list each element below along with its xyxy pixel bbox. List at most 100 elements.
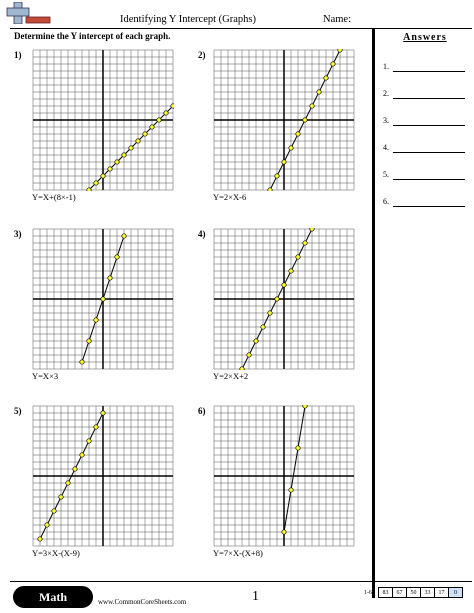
answer-column-divider bbox=[372, 28, 375, 598]
score-range-label: 1-6 bbox=[364, 590, 372, 596]
coordinate-graph-4 bbox=[213, 228, 355, 370]
plot-point bbox=[100, 173, 106, 179]
plot-point bbox=[323, 75, 329, 81]
plot-point bbox=[274, 173, 280, 179]
equation-label: Y=3×X-(X-9) bbox=[32, 548, 80, 558]
plot-point bbox=[79, 452, 85, 458]
answer-number: 5. bbox=[383, 170, 389, 179]
equation-label: Y=2×X-6 bbox=[213, 192, 247, 202]
answer-line[interactable] bbox=[393, 98, 465, 99]
plot-point bbox=[274, 296, 280, 302]
score-cell: 50 bbox=[406, 587, 421, 598]
answer-number: 2. bbox=[383, 89, 389, 98]
plot-point bbox=[267, 310, 273, 316]
plot-point bbox=[316, 89, 322, 95]
footer-divider bbox=[10, 581, 472, 582]
plot-point bbox=[295, 445, 301, 451]
header-divider bbox=[10, 28, 472, 29]
answer-row-6[interactable]: 6. bbox=[380, 197, 470, 211]
answer-number: 6. bbox=[383, 197, 389, 206]
problem-number: 4) bbox=[198, 229, 206, 239]
plot-point bbox=[135, 138, 141, 144]
answer-line[interactable] bbox=[393, 152, 465, 153]
plus-minus-logo-icon bbox=[6, 2, 51, 24]
coordinate-graph-5 bbox=[32, 405, 174, 547]
page-number: 1 bbox=[252, 589, 259, 604]
plot-point bbox=[142, 131, 148, 137]
math-badge: Math bbox=[13, 586, 93, 608]
plot-point bbox=[295, 254, 301, 260]
plot-point bbox=[302, 240, 308, 246]
plot-point bbox=[100, 296, 106, 302]
coordinate-graph-6 bbox=[213, 405, 355, 547]
score-cell: 67 bbox=[392, 587, 407, 598]
plot-point bbox=[114, 159, 120, 165]
plot-point bbox=[93, 424, 99, 430]
plotted-line bbox=[283, 405, 306, 533]
plot-point bbox=[288, 268, 294, 274]
answer-number: 1. bbox=[383, 62, 389, 71]
coordinate-graph-3 bbox=[32, 228, 174, 370]
plot-point bbox=[37, 536, 43, 542]
plot-point bbox=[170, 103, 174, 109]
plot-point bbox=[86, 187, 92, 191]
coordinate-graph-1 bbox=[32, 49, 174, 191]
problem-number: 3) bbox=[14, 229, 22, 239]
plot-point bbox=[72, 466, 78, 472]
instructions: Determine the Y intercept of each graph. bbox=[14, 31, 171, 41]
problem-number: 5) bbox=[14, 406, 22, 416]
answer-line[interactable] bbox=[393, 71, 465, 72]
plot-point bbox=[281, 159, 287, 165]
plot-point bbox=[156, 117, 162, 123]
plot-point bbox=[309, 103, 315, 109]
answer-line[interactable] bbox=[393, 125, 465, 126]
plot-point bbox=[51, 508, 57, 514]
problem-number: 6) bbox=[198, 406, 206, 416]
plot-point bbox=[107, 166, 113, 172]
site-url: www.CommonCoreSheets.com bbox=[98, 598, 187, 606]
answer-row-1[interactable]: 1. bbox=[380, 62, 470, 76]
plot-point bbox=[281, 282, 287, 288]
answer-row-5[interactable]: 5. bbox=[380, 170, 470, 184]
answer-row-3[interactable]: 3. bbox=[380, 116, 470, 130]
equation-label: Y=X+(8×-1) bbox=[32, 192, 76, 202]
plot-point bbox=[267, 187, 273, 191]
page-title: Identifying Y Intercept (Graphs) bbox=[120, 14, 256, 25]
plot-point bbox=[295, 131, 301, 137]
plot-point bbox=[302, 405, 308, 409]
plot-point bbox=[330, 61, 336, 67]
plot-point bbox=[107, 275, 113, 281]
answer-row-2[interactable]: 2. bbox=[380, 89, 470, 103]
plot-point bbox=[65, 480, 71, 486]
plot-point bbox=[239, 366, 245, 370]
plot-point bbox=[281, 529, 287, 535]
plot-point bbox=[93, 180, 99, 186]
plot-point bbox=[44, 522, 50, 528]
plot-point bbox=[128, 145, 134, 151]
answer-line[interactable] bbox=[393, 206, 465, 207]
plot-point bbox=[100, 410, 106, 416]
name-label: Name: bbox=[323, 14, 351, 25]
plot-point bbox=[337, 49, 343, 53]
coordinate-graph-2 bbox=[213, 49, 355, 191]
plot-point bbox=[288, 145, 294, 151]
equation-label: Y=7×X-(X+8) bbox=[213, 548, 263, 558]
answer-row-4[interactable]: 4. bbox=[380, 143, 470, 157]
score-cell: 83 bbox=[378, 587, 393, 598]
plot-point bbox=[114, 254, 120, 260]
plotted-line bbox=[39, 412, 104, 540]
plot-point bbox=[79, 359, 85, 365]
plot-point bbox=[309, 228, 315, 232]
plot-point bbox=[246, 352, 252, 358]
score-cell: 17 bbox=[434, 587, 449, 598]
equation-label: Y=X×3 bbox=[32, 371, 59, 381]
plot-point bbox=[288, 487, 294, 493]
plot-point bbox=[93, 317, 99, 323]
answer-line[interactable] bbox=[393, 179, 465, 180]
answer-number: 3. bbox=[383, 116, 389, 125]
plot-point bbox=[58, 494, 64, 500]
score-cell: 0 bbox=[448, 587, 463, 598]
plot-point bbox=[121, 233, 127, 239]
score-table: 83 67 50 33 17 0 bbox=[378, 587, 463, 598]
plot-point bbox=[163, 110, 169, 116]
